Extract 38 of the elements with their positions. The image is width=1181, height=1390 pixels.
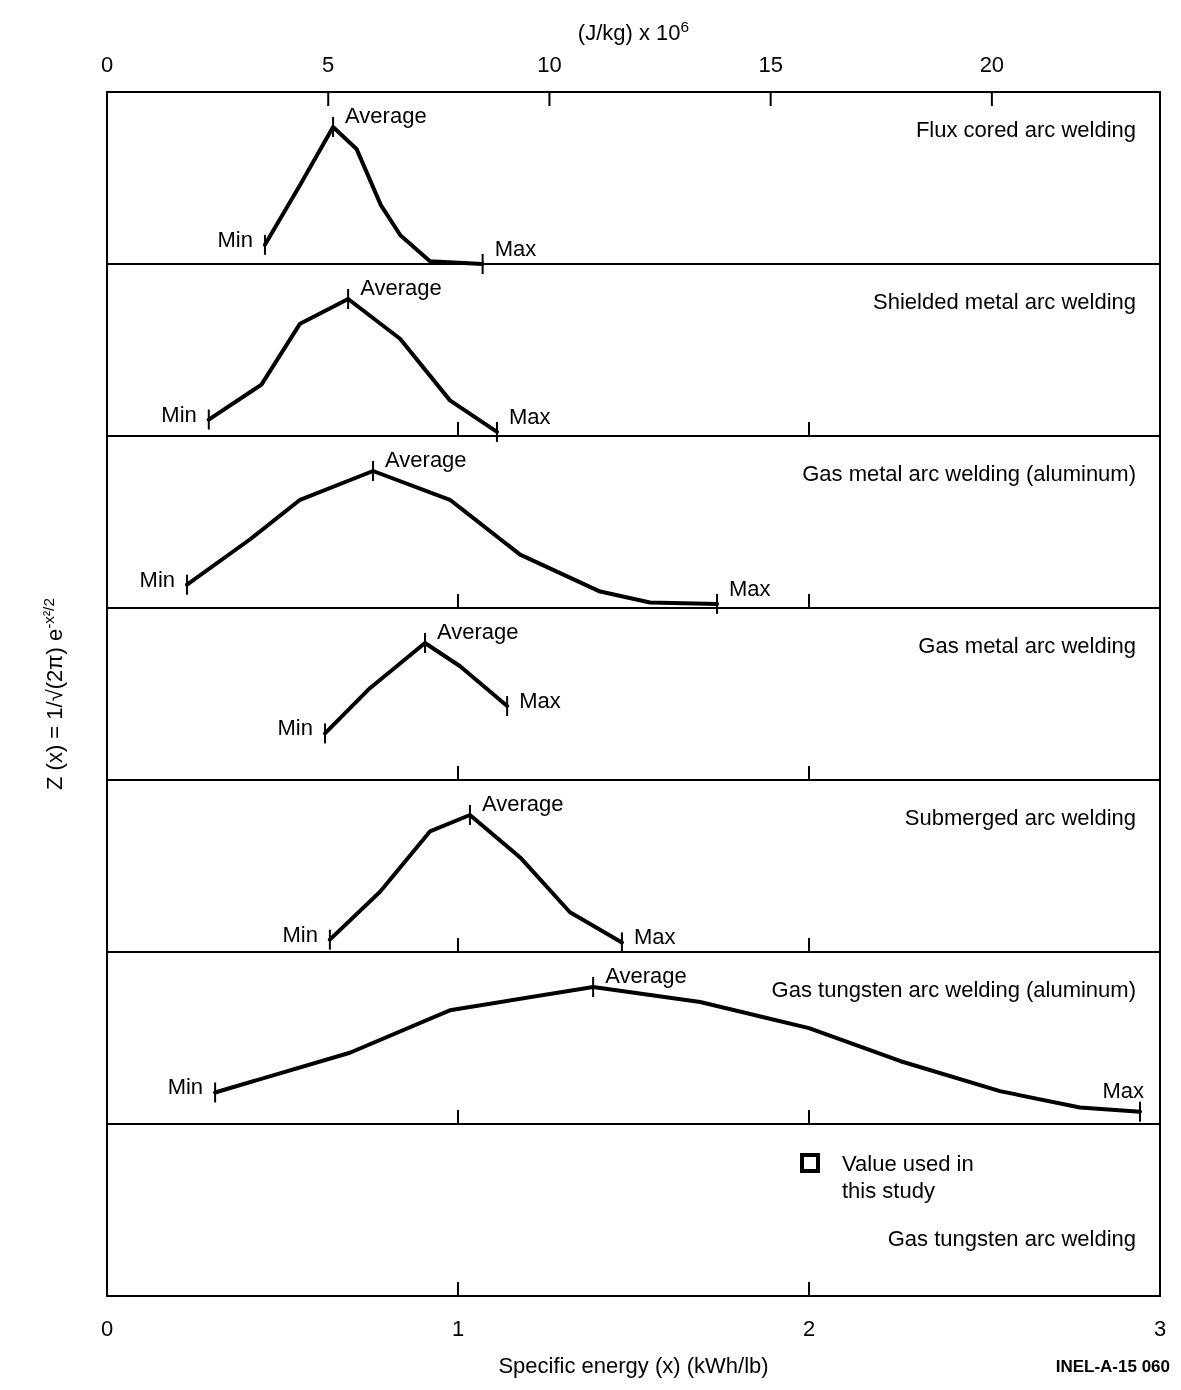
annotation: Average <box>437 619 519 644</box>
annotation: Min <box>167 1074 204 1100</box>
annotation: Max <box>508 403 551 429</box>
annotation: Average <box>360 275 442 300</box>
text: INEL-A-15 060 <box>1055 1357 1170 1376</box>
annotation: Min <box>139 566 176 592</box>
annotation: Max <box>519 688 561 714</box>
x-axis-title: (J/kg) x 10$^{6}$ <box>577 17 690 45</box>
x-tick-label: 10 <box>537 52 562 77</box>
annotation: Max <box>494 236 537 261</box>
annotation: Min <box>217 226 253 252</box>
x-tick-label: 1 <box>451 1316 465 1341</box>
chart-title: Gas metal arc welding <box>918 633 1136 658</box>
x-axis-title: Specific energy (x) (kWh/lb) <box>498 1353 769 1378</box>
annotation: Min <box>277 715 313 741</box>
x-tick-label: 20 <box>979 52 1005 77</box>
annotation: Average <box>481 791 564 816</box>
chart-title: Gas metal arc welding (aluminum) <box>802 461 1136 486</box>
chart-title: Gas tungsten arc welding (aluminum) <box>771 977 1136 1002</box>
text: Value used in this study <box>842 1151 974 1203</box>
annotation: Max <box>1102 1077 1144 1103</box>
x-tick-label: 0 <box>100 1316 114 1341</box>
x-tick-label: 5 <box>322 52 335 77</box>
annotation: Min <box>161 401 197 427</box>
chart-title: Submerged arc welding <box>904 805 1136 830</box>
x-tick-label: 3 <box>1153 1316 1167 1341</box>
annotation: Average <box>385 447 467 472</box>
text: Gas tungsten arc welding <box>887 1226 1136 1251</box>
x-tick-label: 2 <box>802 1316 816 1341</box>
annotation: Min <box>282 921 318 947</box>
annotation: Max <box>729 575 771 601</box>
x-tick-label: 0 <box>100 52 114 77</box>
annotation: Average <box>345 103 427 128</box>
chart-title: Shielded metal arc welding <box>873 289 1136 314</box>
annotation: Max <box>633 924 676 950</box>
chart-title: Flux cored arc welding <box>915 117 1136 142</box>
annotation: Average <box>605 963 687 988</box>
x-tick-label: 15 <box>758 52 783 77</box>
